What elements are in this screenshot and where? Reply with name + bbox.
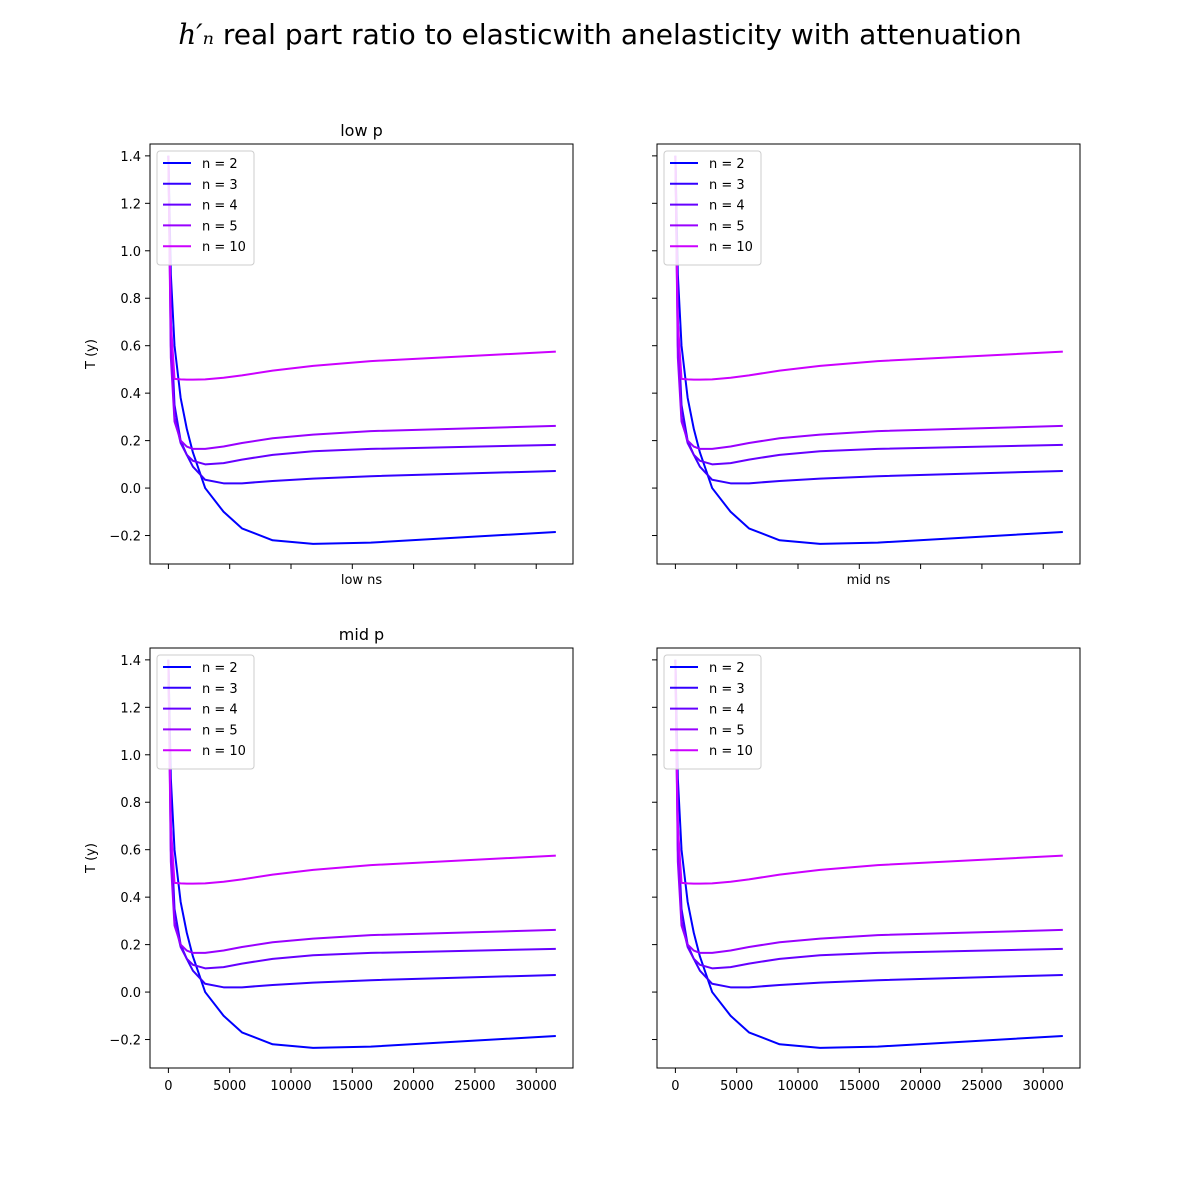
legend-label: n = 3 [709,682,745,697]
figure-title-text: real part ratio to elasticwith anelastic… [213,18,1022,51]
y-tick-label: −0.2 [109,530,141,545]
figure-title-math: h′ₙ [178,18,214,51]
y-tick-label: 0.8 [120,796,141,811]
x-tick-label: 25000 [454,1079,495,1094]
legend-label: n = 2 [709,661,745,676]
y-tick-label: 1.0 [120,245,141,260]
series-line-1 [167,659,556,1049]
series-line-1 [674,659,1063,1049]
y-tick-label: 1.4 [120,150,141,165]
y-tick-label: 0.2 [120,435,141,450]
series-line-4 [167,155,556,450]
series-line-1 [167,155,556,545]
series-line-4 [674,155,1063,450]
legend-label: n = 5 [709,723,745,738]
x-tick-label: 20000 [900,1079,941,1094]
series-line-5 [674,659,1063,885]
x-tick-label: 30000 [516,1079,557,1094]
axes-frame [149,647,574,1069]
legend-box [156,150,255,266]
legend-label: n = 3 [709,178,745,193]
y-tick-label: 1.4 [120,654,141,669]
y-tick-label: 1.2 [120,197,141,212]
axes-frame [656,143,1081,565]
legend-label: n = 3 [202,178,238,193]
legend-label: n = 10 [709,240,753,255]
legend-label: n = 4 [709,703,745,718]
legend-label: n = 3 [202,682,238,697]
subplot-2: mid ns n = 2 n = 3 n = 4 n = 5 n = 10 [652,143,1081,588]
x-tick-label: 25000 [961,1079,1002,1094]
legend-label: n = 10 [202,744,246,759]
x-tick-label: 5000 [720,1079,753,1094]
y-tick-label: 0.8 [120,292,141,307]
x-tick-label: 0 [671,1079,679,1094]
x-tick-label: 30000 [1023,1079,1064,1094]
subplot-3: −0.2 0.0 0.2 0.4 0.6 0.8 1.0 1.2 1.4 0 5000 10000 15… [84,625,574,1094]
x-tick-label: 15000 [839,1079,880,1094]
y-tick-label: −0.2 [109,1034,141,1049]
legend-label: n = 4 [202,703,238,718]
legend-label: n = 5 [202,219,238,234]
legend-label: n = 5 [709,219,745,234]
legend-box [663,150,762,266]
y-tick-label: 0.0 [120,482,141,497]
y-tick-label: 0.6 [120,844,141,859]
y-axis-label: T (y) [84,843,99,874]
series-line-5 [167,155,556,381]
y-tick-label: 0.2 [120,939,141,954]
subplot-title: mid p [339,625,384,644]
legend-label: n = 2 [202,157,238,172]
legend-label: n = 10 [709,744,753,759]
legend-box [156,654,255,770]
series-line-5 [674,155,1063,381]
legend-box [663,654,762,770]
legend-label: n = 4 [709,199,745,214]
legend-label: n = 4 [202,199,238,214]
x-axis-label: low ns [341,573,383,588]
y-tick-label: 0.4 [120,387,141,402]
x-tick-label: 10000 [777,1079,818,1094]
y-tick-label: 0.6 [120,340,141,355]
subplot-1: −0.2 0.0 0.2 0.4 0.6 0.8 1.0 1.2 1.4 low p low ns T… [84,121,574,588]
y-tick-label: 1.2 [120,701,141,716]
series-line-4 [167,659,556,954]
series-line-5 [167,659,556,885]
axes-frame [656,647,1081,1069]
x-tick-label: 20000 [393,1079,434,1094]
axes-frame [149,143,574,565]
figure-title: h′ₙ real part ratio to elasticwith anela… [0,18,1200,51]
x-tick-label: 0 [164,1079,172,1094]
legend-label: n = 5 [202,723,238,738]
y-tick-label: 0.0 [120,986,141,1001]
legend-label: n = 10 [202,240,246,255]
legend-label: n = 2 [202,661,238,676]
y-tick-label: 1.0 [120,749,141,764]
y-axis-label: T (y) [84,339,99,370]
x-tick-label: 15000 [332,1079,373,1094]
y-tick-label: 0.4 [120,891,141,906]
x-tick-label: 10000 [270,1079,311,1094]
legend-label: n = 2 [709,157,745,172]
subplot-4: 0 5000 10000 15000 20000 25000 30000 n = 2 n = 3… [652,647,1081,1094]
x-axis-label: mid ns [847,573,891,588]
subplot-title: low p [340,121,383,140]
series-line-4 [674,659,1063,954]
x-tick-label: 5000 [213,1079,246,1094]
series-line-1 [674,155,1063,545]
